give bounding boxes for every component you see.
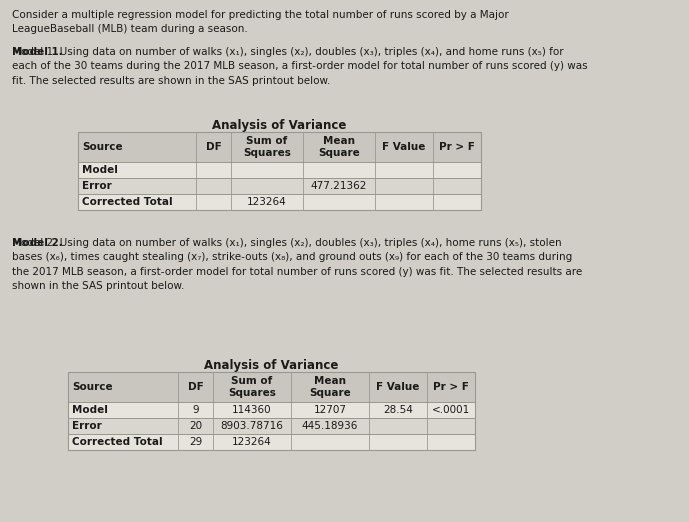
Text: Source: Source <box>82 142 123 152</box>
Text: Model: Model <box>82 165 118 175</box>
Bar <box>78 132 481 162</box>
Text: Consider a multiple regression model for predicting the total number of runs sco: Consider a multiple regression model for… <box>12 10 508 34</box>
Bar <box>68 434 475 450</box>
Text: 123264: 123264 <box>232 437 272 447</box>
Bar <box>68 402 475 418</box>
Text: F Value: F Value <box>382 142 426 152</box>
Text: 9: 9 <box>192 405 199 415</box>
Text: 28.54: 28.54 <box>383 405 413 415</box>
Bar <box>68 372 475 450</box>
Text: Model: Model <box>72 405 108 415</box>
Text: 20: 20 <box>189 421 202 431</box>
Bar <box>78 132 481 162</box>
Text: Error: Error <box>72 421 102 431</box>
Bar <box>68 372 475 402</box>
Text: Mean
Square: Mean Square <box>309 376 351 398</box>
Text: Model 1. Using data on number of walks (x₁), singles (x₂), doubles (x₃), triples: Model 1. Using data on number of walks (… <box>12 47 588 86</box>
Text: Sum of
Squares: Sum of Squares <box>228 376 276 398</box>
Text: Pr > F: Pr > F <box>439 142 475 152</box>
Text: 114360: 114360 <box>232 405 272 415</box>
Text: Pr > F: Pr > F <box>433 382 469 392</box>
Bar <box>68 434 475 450</box>
Text: 123264: 123264 <box>247 197 287 207</box>
Text: Mean
Square: Mean Square <box>318 136 360 158</box>
Text: Model 2.: Model 2. <box>12 238 63 248</box>
Text: Source: Source <box>72 382 112 392</box>
Text: Analysis of Variance: Analysis of Variance <box>212 118 347 132</box>
Bar <box>68 402 475 418</box>
Text: DF: DF <box>205 142 221 152</box>
Text: 12707: 12707 <box>313 405 347 415</box>
Bar <box>78 194 481 210</box>
Text: 29: 29 <box>189 437 202 447</box>
Text: Model 1.: Model 1. <box>12 47 63 57</box>
Bar <box>78 178 481 194</box>
Text: DF: DF <box>187 382 203 392</box>
Bar <box>68 372 475 402</box>
Text: Analysis of Variance: Analysis of Variance <box>205 359 339 372</box>
Text: Corrected Total: Corrected Total <box>82 197 173 207</box>
Text: Model 2. Using data on number of walks (x₁), singles (x₂), doubles (x₃), triples: Model 2. Using data on number of walks (… <box>12 238 582 291</box>
Bar <box>78 178 481 194</box>
Text: <.0001: <.0001 <box>432 405 470 415</box>
Text: 477.21362: 477.21362 <box>311 181 367 191</box>
Text: Sum of
Squares: Sum of Squares <box>243 136 291 158</box>
Text: Corrected Total: Corrected Total <box>72 437 163 447</box>
Text: 8903.78716: 8903.78716 <box>220 421 283 431</box>
Bar <box>68 418 475 434</box>
Bar <box>78 162 481 178</box>
Bar <box>78 194 481 210</box>
Bar <box>78 132 481 210</box>
Text: F Value: F Value <box>376 382 420 392</box>
Text: 445.18936: 445.18936 <box>302 421 358 431</box>
Bar <box>78 162 481 178</box>
Text: Error: Error <box>82 181 112 191</box>
Bar <box>68 418 475 434</box>
